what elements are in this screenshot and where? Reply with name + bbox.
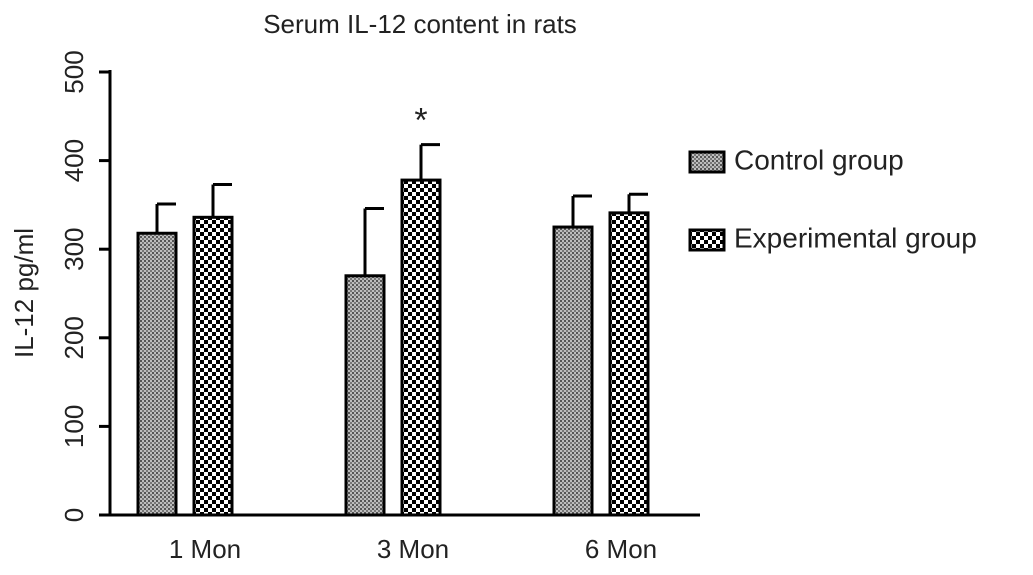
legend-swatch [688, 150, 726, 174]
bar [344, 274, 386, 517]
y-tick-label: 200 [59, 316, 89, 359]
y-tick-label: 500 [59, 50, 89, 93]
bar [192, 215, 234, 517]
bar [608, 211, 650, 517]
y-tick-label: 100 [59, 405, 89, 448]
legend-swatch [688, 228, 726, 252]
chart-title: Serum IL-12 content in rats [263, 9, 577, 39]
y-tick-label: 0 [59, 508, 89, 522]
bar [552, 225, 594, 517]
bar [400, 178, 442, 517]
x-tick-label: 3 Mon [377, 534, 449, 564]
x-tick-label: 6 Mon [585, 534, 657, 564]
y-tick-label: 300 [59, 228, 89, 271]
legend-label: Control group [734, 144, 904, 175]
bar [136, 231, 178, 517]
legend-label: Experimental group [734, 222, 977, 253]
x-tick-label: 1 Mon [169, 534, 241, 564]
annotation: * [414, 102, 427, 140]
y-axis-label: IL-12 pg/ml [9, 228, 39, 358]
y-tick-label: 400 [59, 139, 89, 182]
